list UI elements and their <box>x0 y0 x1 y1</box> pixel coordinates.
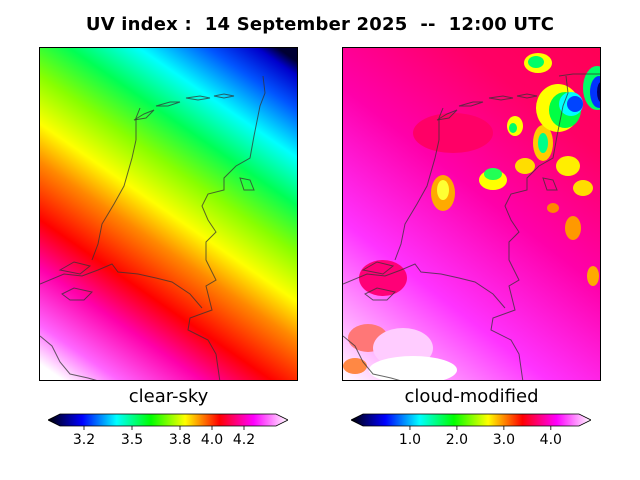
cloud-modified-label: cloud-modified <box>404 386 539 407</box>
colorbar-tick-label: 4.0 <box>200 432 224 448</box>
colorbar-bar <box>350 413 592 427</box>
clear-sky-map <box>39 47 298 381</box>
figure-title: UV index : 14 September 2025 -- 12:00 UT… <box>85 14 555 35</box>
colorbar-tick-label: 2.0 <box>445 432 469 448</box>
colorbar-tick-label: 3.5 <box>120 432 144 448</box>
uv-field <box>40 48 297 380</box>
clear-sky-label: clear-sky <box>128 386 209 407</box>
clear-sky-colorbar: 3.2 3.5 3.8 4.0 4.2 <box>47 412 289 472</box>
colorbar-graphic <box>350 413 592 430</box>
colorbar-tick-label: 1.0 <box>398 432 422 448</box>
cloud-modified-colorbar: 1.0 2.0 3.0 4.0 <box>350 412 592 472</box>
cloud-patches <box>343 53 600 380</box>
colorbar-tick-label: 4.0 <box>539 432 562 448</box>
colorbar-tick-label: 3.8 <box>168 432 192 448</box>
colorbar-tick-label: 3.0 <box>492 432 515 448</box>
cloud-modified-map <box>342 47 601 381</box>
colorbar-bar <box>47 413 289 427</box>
coastline-borders <box>343 73 600 380</box>
coastline-borders <box>40 75 266 380</box>
colorbar-tick-label: 4.2 <box>232 432 256 448</box>
colorbar-graphic <box>47 413 289 430</box>
colorbar-tick-label: 3.2 <box>72 432 96 448</box>
